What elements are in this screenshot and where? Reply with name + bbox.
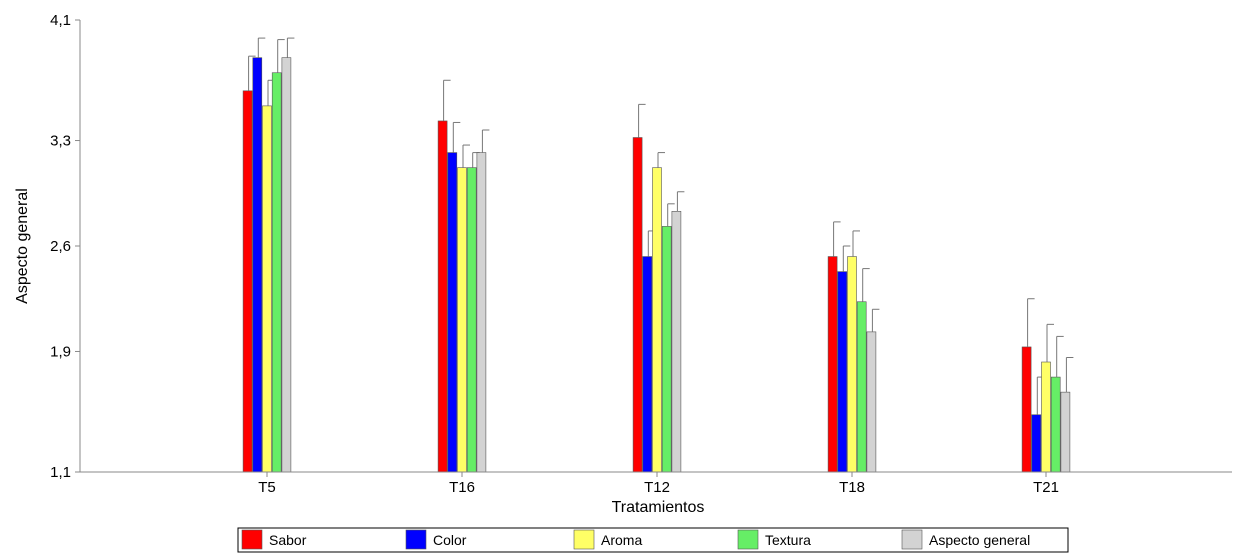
x-axis-title: Tratamientos — [612, 499, 705, 516]
bar — [447, 152, 458, 473]
bar — [642, 256, 653, 473]
legend-label: Color — [433, 532, 467, 548]
bar — [271, 72, 282, 473]
bar — [1031, 414, 1042, 473]
y-tick-label: 1,9 — [50, 343, 71, 360]
axes: 1,1 1,9 2,6 3,3 4,1 T5 T16 T12 T18 T21 — [50, 12, 1232, 496]
bar — [652, 167, 662, 473]
x-tick-label: T12 — [644, 479, 670, 496]
bar — [856, 301, 867, 473]
bar — [262, 105, 272, 473]
bar — [837, 271, 848, 473]
bar — [1021, 346, 1032, 473]
legend-label: Textura — [765, 532, 811, 548]
legend-swatch — [241, 529, 263, 550]
legend-swatch — [901, 529, 923, 550]
bars — [242, 37, 1074, 473]
x-tick-label: T5 — [258, 479, 276, 496]
legend-swatch — [737, 529, 759, 550]
y-tick-label: 3,3 — [50, 133, 71, 150]
bar — [847, 256, 857, 473]
legend-swatch — [405, 529, 427, 550]
bar — [1050, 376, 1061, 473]
y-tick-label: 2,6 — [50, 238, 71, 255]
bar — [281, 57, 292, 473]
legend-label: Sabor — [269, 532, 307, 548]
legend-swatch — [573, 529, 595, 550]
bar — [1041, 361, 1051, 473]
legend-label: Aroma — [601, 532, 642, 548]
bar — [866, 331, 877, 473]
bar — [252, 57, 263, 473]
bar — [1060, 391, 1071, 473]
bar — [437, 120, 448, 473]
x-tick-label: T16 — [449, 479, 475, 496]
legend: Sabor Color Aroma Textura Aspecto general — [237, 527, 1069, 553]
bar — [476, 152, 487, 473]
legend-label: Aspecto general — [929, 532, 1030, 548]
legend-box — [237, 527, 1069, 553]
x-tick-label: T21 — [1033, 479, 1059, 496]
bar — [242, 90, 253, 473]
bar — [827, 256, 838, 473]
bar — [457, 167, 467, 473]
bar — [661, 226, 672, 473]
y-tick-label: 4,1 — [50, 12, 71, 29]
y-tick-label: 1,1 — [50, 464, 71, 481]
bar — [671, 211, 682, 473]
bar — [632, 137, 643, 473]
x-tick-label: T18 — [839, 479, 865, 496]
y-axis-title: Aspecto general — [14, 188, 31, 304]
bar — [466, 167, 477, 473]
